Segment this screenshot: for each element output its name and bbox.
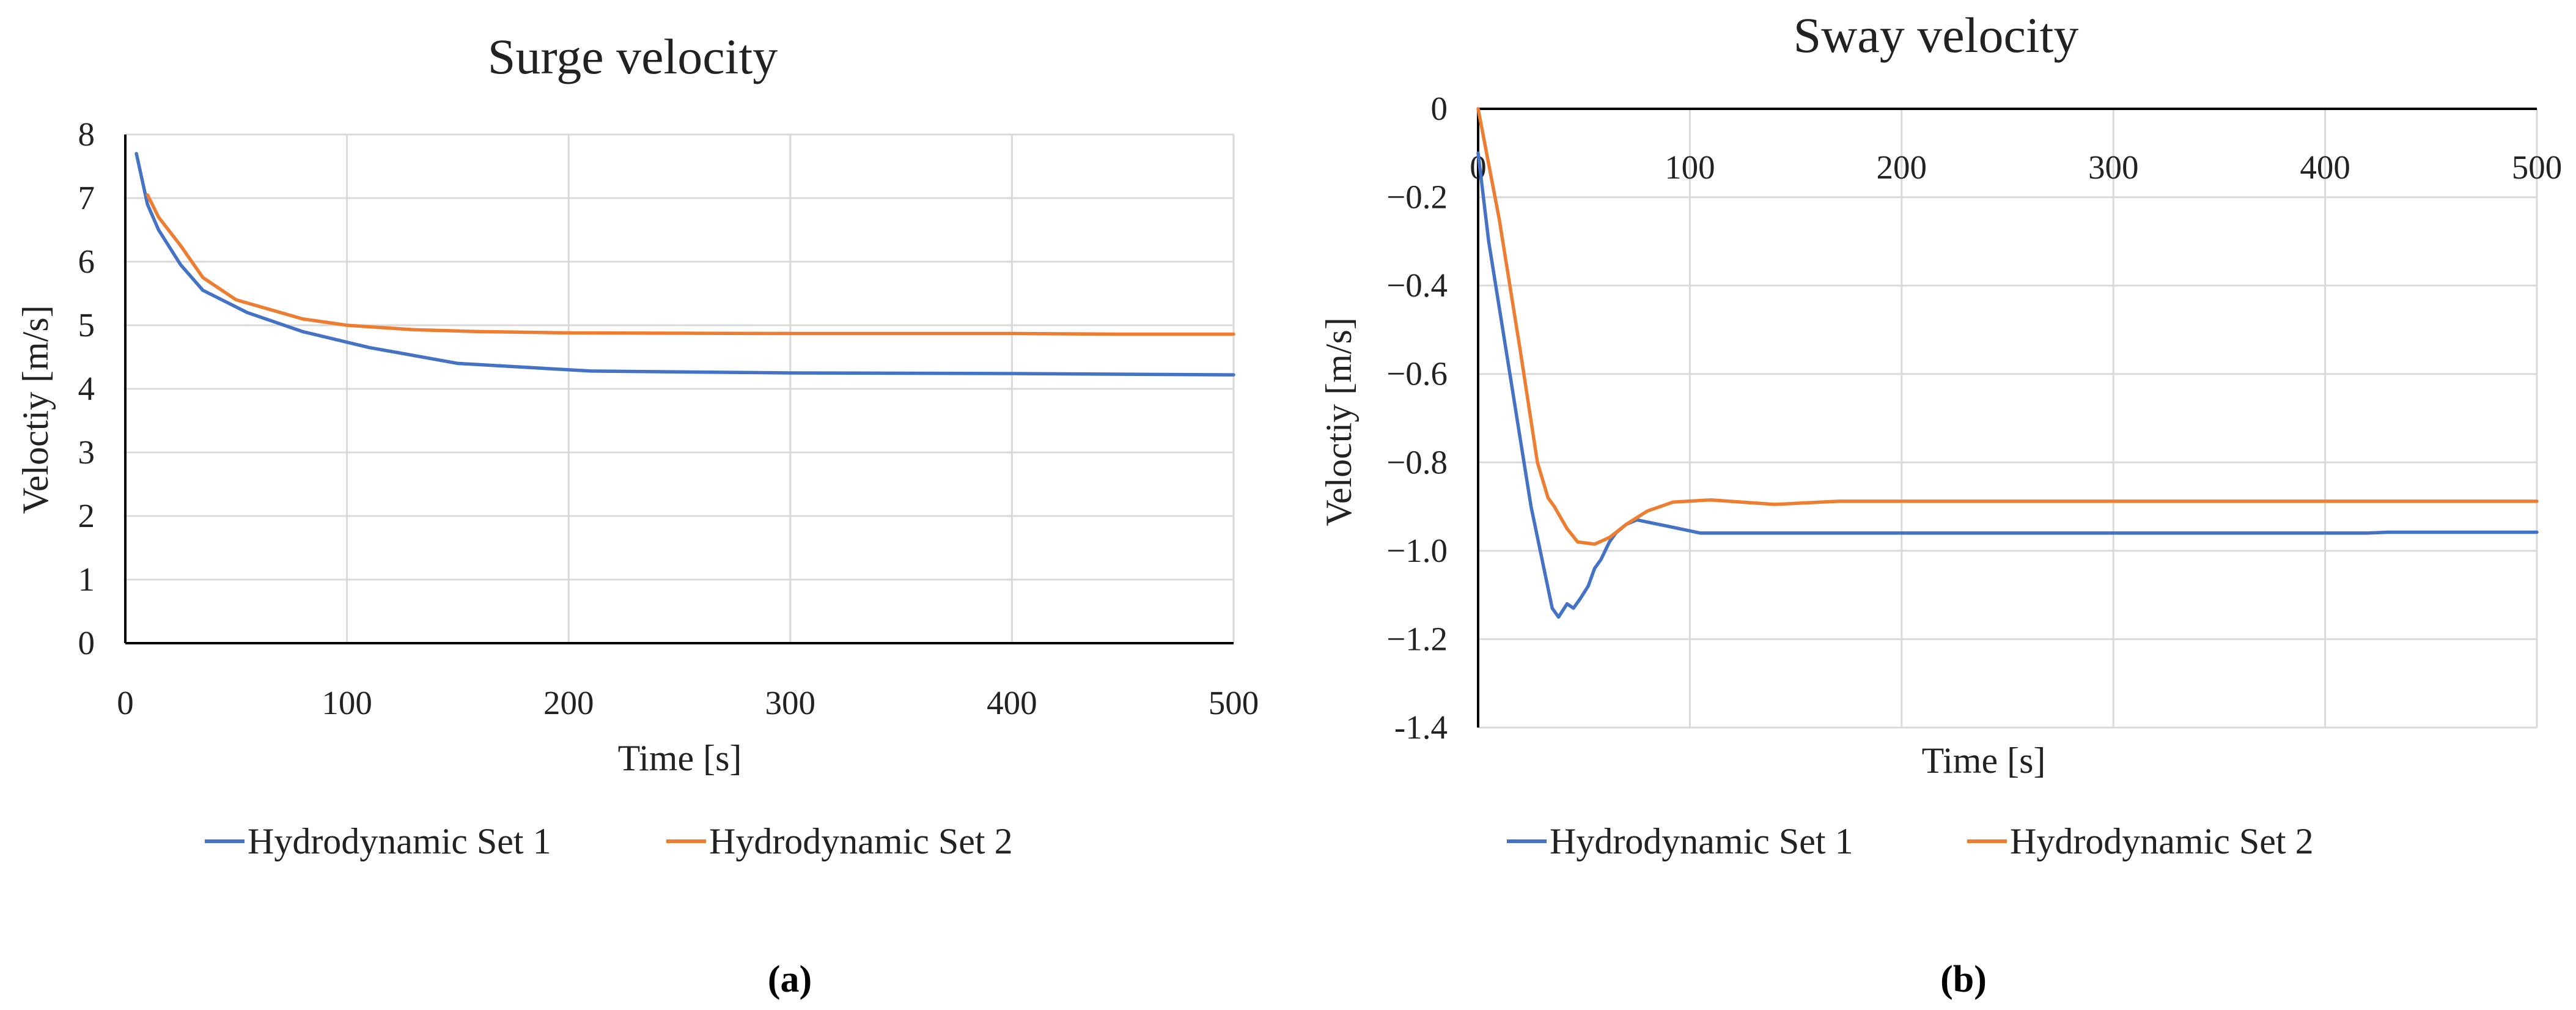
y-tick-label: 6 (78, 243, 95, 280)
x-tick-label: 500 (1209, 684, 1259, 721)
surge-velocity-chart: Surge velocity 0 1 2 3 4 5 6 7 8 0 100 200 300 400 50… (15, 29, 1259, 1000)
x-tick-label: 200 (543, 684, 594, 721)
y-tick-label: 0 (1431, 90, 1448, 127)
x-tick-label: 0 (117, 684, 134, 721)
legend-label-set-2: Hydrodynamic Set 2 (2010, 821, 2314, 861)
grid-lines (124, 133, 1235, 644)
x-axis-label: Time [s] (618, 738, 742, 778)
legend: Hydrodynamic Set 1 Hydrodynamic Set 2 (1507, 821, 2314, 861)
y-tick-labels: 0 1 2 3 4 5 6 7 8 (78, 116, 95, 662)
y-tick-label: −0.8 (1386, 443, 1448, 481)
x-tick-label: 100 (322, 684, 372, 721)
y-tick-label: −1.0 (1386, 532, 1448, 569)
legend: Hydrodynamic Set 1 Hydrodynamic Set 2 (205, 821, 1013, 861)
y-tick-label: −0.2 (1386, 179, 1448, 216)
y-tick-label: 2 (78, 497, 95, 534)
y-tick-label: −1.2 (1386, 620, 1448, 657)
x-tick-label: 300 (765, 684, 816, 721)
y-tick-labels: 0 −0.2 −0.4 −0.6 −0.8 −1.0 −1.2 -1.4 (1386, 90, 1448, 746)
grid-lines (1477, 108, 2538, 729)
x-tick-label: 400 (2300, 149, 2350, 186)
y-tick-label: −0.4 (1386, 267, 1448, 304)
y-tick-label: -1.4 (1394, 709, 1448, 746)
y-tick-label: 1 (78, 561, 95, 598)
panel-label: (a) (768, 959, 812, 1000)
x-tick-label: 200 (1877, 149, 1927, 186)
legend-label-set-2: Hydrodynamic Set 2 (709, 821, 1013, 861)
series-line-set-2 (1476, 107, 2539, 546)
x-axis-label: Time [s] (1922, 740, 2046, 781)
series-lines (1476, 107, 2539, 619)
legend-label-set-1: Hydrodynamic Set 1 (248, 821, 551, 861)
axes (124, 135, 1234, 644)
axes (1477, 108, 2537, 728)
y-tick-label: 8 (78, 116, 95, 153)
y-tick-label: 4 (78, 370, 95, 407)
y-tick-label: 7 (78, 179, 95, 216)
x-tick-label: 100 (1665, 149, 1715, 186)
x-tick-label: 500 (2512, 149, 2563, 186)
y-tick-label: −0.6 (1386, 355, 1448, 393)
series-lines (134, 152, 1235, 377)
x-tick-label: 300 (2088, 149, 2139, 186)
series-line-set-1 (1476, 151, 2539, 619)
y-tick-label: 0 (78, 624, 95, 662)
y-axis-label: Veloctiy [m/s] (15, 305, 56, 514)
legend-label-set-1: Hydrodynamic Set 1 (1550, 821, 1853, 861)
series-line-set-1 (134, 152, 1235, 377)
chart-title: Surge velocity (488, 29, 778, 84)
y-tick-label: 5 (78, 306, 95, 344)
x-tick-labels: 0 100 200 300 400 500 (1470, 149, 2562, 186)
sway-velocity-chart: Sway velocity 0 −0.2 −0.4 −0.6 −0.8 −1.0 −1.2 -… (1319, 7, 2562, 1000)
series-line-set-2 (145, 193, 1235, 336)
y-tick-label: 3 (78, 433, 95, 471)
y-axis-label: Veloctiy [m/s] (1319, 317, 1359, 526)
chart-title: Sway velocity (1794, 7, 2079, 63)
panel-label: (b) (1940, 959, 1987, 1000)
x-tick-label: 400 (987, 684, 1037, 721)
x-tick-labels: 0 100 200 300 400 500 (117, 684, 1259, 721)
